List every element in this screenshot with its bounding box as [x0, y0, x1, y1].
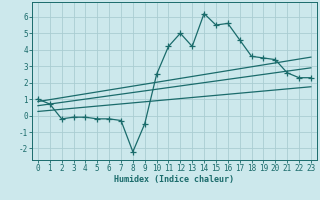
- X-axis label: Humidex (Indice chaleur): Humidex (Indice chaleur): [115, 175, 234, 184]
